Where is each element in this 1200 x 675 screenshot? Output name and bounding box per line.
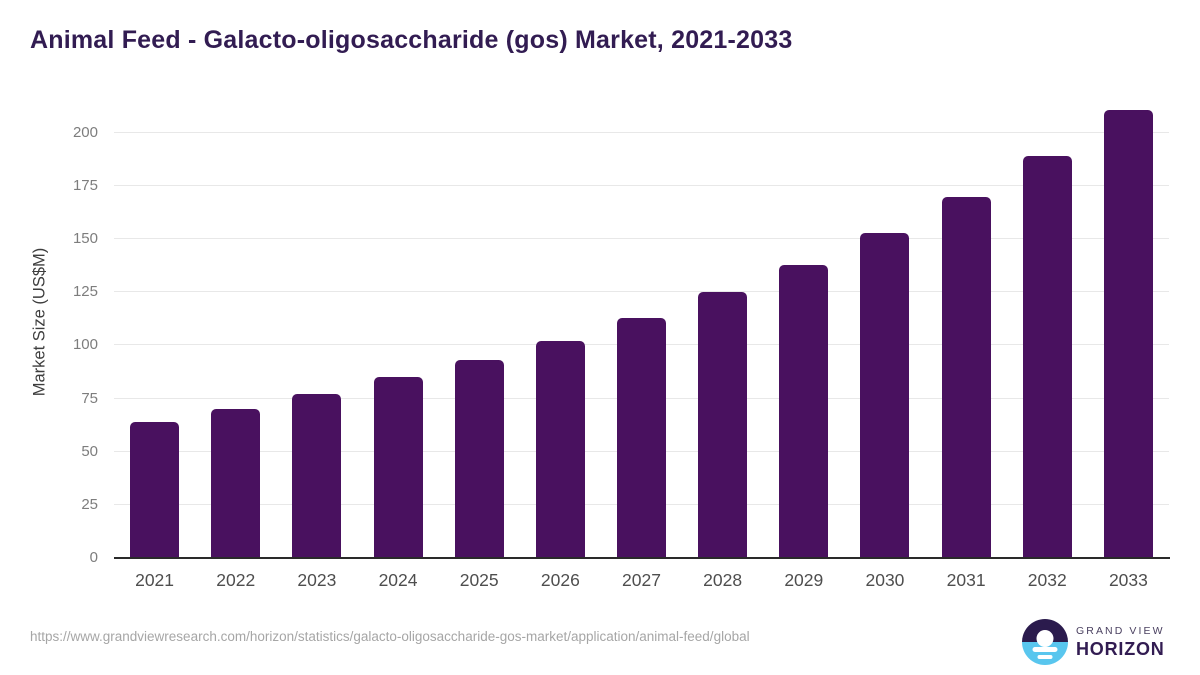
x-tick-label-2032: 2032 bbox=[1027, 570, 1067, 590]
y-tick-label-175: 175 bbox=[72, 177, 98, 195]
y-tick-label-150: 150 bbox=[72, 230, 98, 248]
x-tick-label-2022: 2022 bbox=[216, 570, 256, 590]
y-tick-label-75: 75 bbox=[81, 389, 98, 407]
x-tick-label-2025: 2025 bbox=[459, 570, 499, 590]
bar-2025 bbox=[454, 360, 504, 558]
x-tick-label-2030: 2030 bbox=[865, 570, 905, 590]
x-tick-label-2033: 2033 bbox=[1108, 570, 1148, 590]
gridline-200 bbox=[114, 131, 1169, 133]
chart-title: Animal Feed - Galacto-oligosaccharide (g… bbox=[30, 26, 793, 54]
bar-2026 bbox=[535, 341, 585, 558]
logo-brand-top: GRAND VIEW bbox=[1076, 625, 1165, 637]
sun-icon bbox=[1036, 630, 1054, 647]
x-tick-label-2023: 2023 bbox=[297, 570, 337, 590]
logo-brand-bottom: HORIZON bbox=[1076, 639, 1165, 659]
grand-view-horizon-logo: GRAND VIEW HORIZON bbox=[1022, 619, 1172, 667]
bar-2021 bbox=[130, 421, 180, 558]
y-axis-title: Market Size (US$M) bbox=[30, 247, 49, 397]
source-url: https://www.grandviewresearch.com/horizo… bbox=[30, 629, 750, 644]
bar-2022 bbox=[211, 409, 261, 558]
y-tick-label-100: 100 bbox=[72, 336, 98, 354]
y-tick-label-0: 0 bbox=[89, 549, 98, 566]
bar-2032 bbox=[1022, 156, 1072, 558]
x-tick-label-2029: 2029 bbox=[784, 570, 824, 590]
x-tick-label-2031: 2031 bbox=[946, 570, 986, 590]
logo-text: GRAND VIEW HORIZON bbox=[1076, 625, 1165, 660]
plot-area bbox=[114, 100, 1169, 558]
bar-2031 bbox=[941, 196, 991, 558]
bar-2024 bbox=[373, 377, 423, 558]
gridline-125 bbox=[114, 291, 1169, 293]
x-tick-label-2026: 2026 bbox=[540, 570, 580, 590]
y-tick-label-50: 50 bbox=[81, 442, 98, 460]
bar-2030 bbox=[860, 232, 910, 558]
bar-2033 bbox=[1103, 109, 1153, 558]
bar-2027 bbox=[617, 317, 666, 558]
x-tick-label-2024: 2024 bbox=[378, 570, 418, 590]
x-tick-label-2027: 2027 bbox=[622, 570, 661, 590]
bar-2029 bbox=[779, 264, 829, 558]
y-tick-label-125: 125 bbox=[72, 283, 98, 301]
bar-2023 bbox=[292, 394, 342, 558]
x-axis-line bbox=[114, 557, 1170, 559]
sun-reflection-bar bbox=[1037, 655, 1053, 659]
y-tick-label-200: 200 bbox=[72, 123, 98, 141]
gridline-175 bbox=[114, 185, 1169, 187]
sunrise-horizon-icon bbox=[1022, 619, 1068, 665]
y-tick-label-25: 25 bbox=[81, 495, 98, 513]
x-tick-label-2028: 2028 bbox=[703, 570, 743, 590]
sun-reflection-bar bbox=[1032, 647, 1058, 652]
gridline-150 bbox=[114, 238, 1169, 240]
x-tick-label-2021: 2021 bbox=[135, 570, 175, 590]
bar-2028 bbox=[698, 292, 748, 558]
